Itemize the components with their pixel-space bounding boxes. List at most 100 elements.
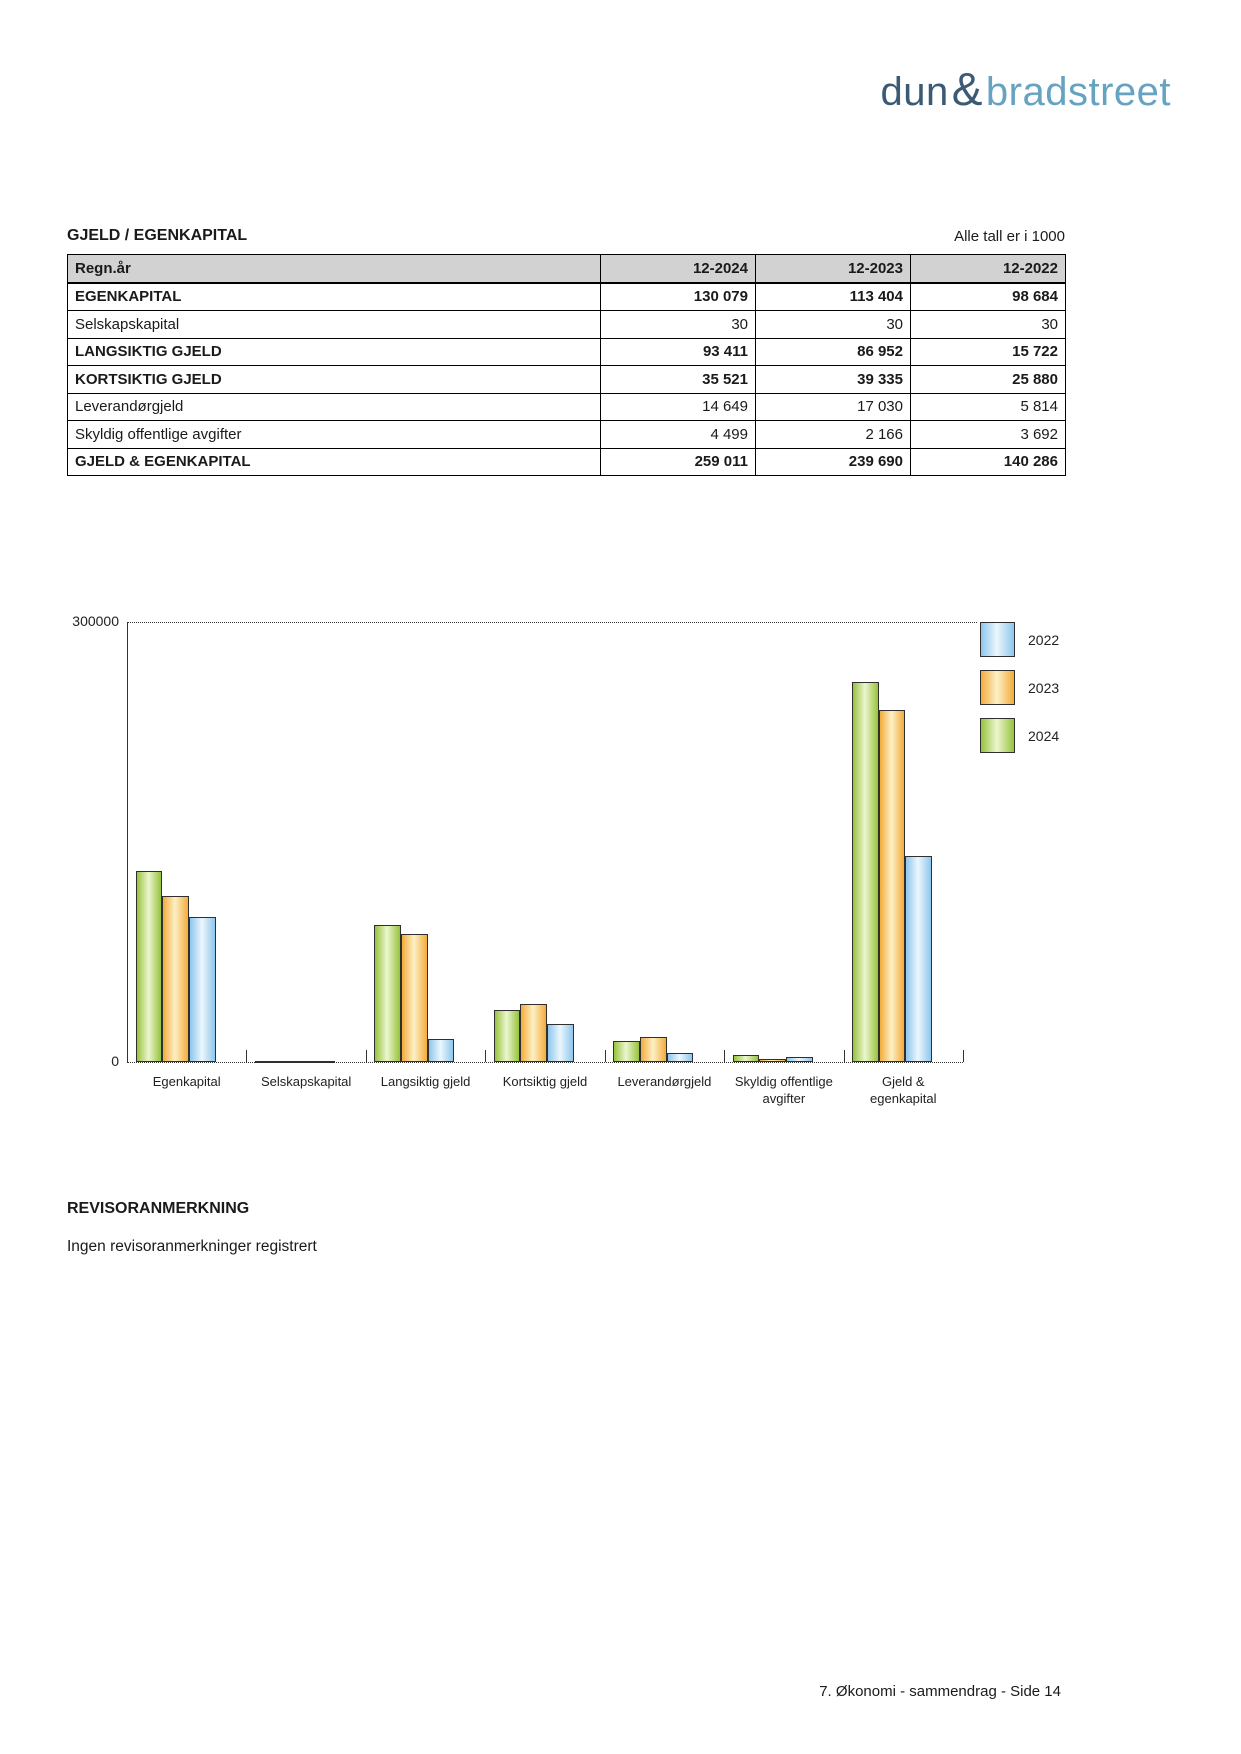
column-header: 12-2024 — [600, 254, 756, 284]
bar — [878, 710, 906, 1062]
bar — [188, 917, 216, 1062]
y-axis-label-zero: 0 — [111, 1053, 119, 1069]
row-label: KORTSIKTIG GJELD — [67, 365, 601, 394]
bar-chart: 300000 0 Egenkapital Selskapskapital Langs… — [0, 556, 1241, 1156]
cell-value: 30 — [600, 310, 756, 339]
bradstreet-text: bradstreet — [985, 70, 1171, 114]
legend-swatch — [980, 670, 1015, 705]
cell-value: 17 030 — [755, 392, 911, 421]
bar — [254, 1060, 282, 1063]
cell-value: 30 — [755, 310, 911, 339]
legend-swatch — [980, 622, 1015, 657]
cell-value: 30 — [910, 310, 1066, 339]
revisor-body: Ingen revisoranmerkninger registrert — [67, 1238, 317, 1255]
logo: dun & bradstreet — [880, 66, 1171, 115]
cell-value: 130 079 — [600, 282, 756, 311]
axis-tick — [843, 1050, 845, 1062]
x-axis-label: Leverandørgjeld — [617, 1074, 712, 1089]
cell-value: 4 499 — [600, 420, 756, 449]
cell-value: 15 722 — [910, 337, 1066, 366]
legend-label: 2023 — [1028, 679, 1060, 696]
cell-value: 259 011 — [600, 447, 756, 476]
bar — [427, 1038, 455, 1062]
row-label: GJELD & EGENKAPITAL — [67, 447, 601, 476]
row-label: Skyldig offentlige avgifter — [67, 420, 601, 449]
bar — [786, 1056, 813, 1062]
page-footer: 7. Økonomi - sammendrag - Side 14 — [819, 1683, 1061, 1700]
financial-table: Regn.år 12-2024 12-2023 12-2022 EGENKAPI… — [67, 254, 1066, 476]
axis-tick — [485, 1050, 487, 1062]
table-row: Skyldig offentlige avgifter 4 499 2 166 3 6… — [67, 420, 1066, 449]
x-axis-line — [127, 1062, 963, 1063]
x-axis-label: Skyldig offentlige avgifter — [734, 1074, 833, 1106]
bar — [493, 1009, 521, 1062]
row-label: Selskapskapital — [67, 310, 601, 339]
bar — [639, 1037, 667, 1062]
cell-value: 140 286 — [910, 447, 1066, 476]
row-label: LANGSIKTIG GJELD — [67, 337, 601, 366]
bar — [520, 1004, 548, 1062]
legend-label: 2024 — [1028, 727, 1060, 744]
unit-note: Alle tall er i 1000 — [954, 228, 1065, 245]
cell-value: 5 814 — [910, 392, 1066, 421]
bar — [905, 856, 933, 1062]
cell-value: 3 692 — [910, 420, 1066, 449]
column-header: 12-2022 — [910, 254, 1066, 284]
table-row: GJELD & EGENKAPITAL 259 011 239 690 140 286 — [67, 447, 1066, 476]
bar — [852, 682, 879, 1062]
cell-value: 14 649 — [600, 392, 756, 421]
table-row: Leverandørgjeld 14 649 17 030 5 814 — [67, 392, 1066, 421]
bar — [401, 934, 428, 1062]
y-axis-label-max: 300000 — [72, 613, 119, 629]
cell-value: 86 952 — [755, 337, 911, 366]
dun-text: dun — [880, 70, 949, 114]
cell-value: 239 690 — [755, 447, 911, 476]
table-row: LANGSIKTIG GJELD 93 411 86 952 15 722 — [67, 337, 1066, 366]
legend-label: 2022 — [1028, 631, 1060, 648]
axis-tick — [365, 1050, 367, 1062]
row-label: Leverandørgjeld — [67, 392, 601, 421]
x-axis-label: Kortsiktig gjeld — [502, 1074, 588, 1089]
bar — [759, 1058, 787, 1062]
x-axis-label: Egenkapital — [152, 1074, 221, 1089]
bar — [732, 1055, 760, 1062]
financial-table-body: EGENKAPITAL 130 079 113 404 98 684 Selskapsk… — [67, 282, 1066, 476]
table-row: Selskapskapital 30 30 30 — [67, 310, 1066, 339]
row-label: EGENKAPITAL — [67, 282, 601, 311]
bar — [135, 871, 163, 1062]
cell-value: 2 166 — [755, 420, 911, 449]
bar — [281, 1060, 309, 1063]
axis-tick — [963, 1050, 964, 1062]
section-title-row: GJELD / EGENKAPITAL Alle tall er i 1000 — [67, 227, 1065, 245]
axis-tick — [604, 1050, 606, 1062]
cell-value: 98 684 — [910, 282, 1066, 311]
cell-value: 93 411 — [600, 337, 756, 366]
x-axis-label: Langsiktig gjeld — [380, 1074, 471, 1089]
bar — [162, 895, 189, 1062]
bar — [547, 1024, 574, 1062]
axis-tick — [246, 1050, 248, 1062]
cell-value: 39 335 — [755, 365, 911, 394]
y-axis-line — [127, 622, 128, 1062]
section-title: GJELD / EGENKAPITAL — [67, 227, 248, 244]
column-header: 12-2023 — [755, 254, 911, 284]
bar — [613, 1040, 640, 1062]
bar — [666, 1053, 694, 1062]
revisor-heading: REVISORANMERKNING — [67, 1200, 250, 1217]
bar — [374, 924, 402, 1062]
axis-tick — [724, 1050, 726, 1062]
x-axis-label: Gjeld & egenkapital — [870, 1074, 937, 1106]
x-axis-label: Selskapskapital — [260, 1074, 352, 1089]
grid-line — [127, 622, 977, 623]
ampersand-icon: & — [951, 63, 983, 115]
table-row: KORTSIKTIG GJELD 35 521 39 335 25 880 — [67, 365, 1066, 394]
table-row: EGENKAPITAL 130 079 113 404 98 684 — [67, 282, 1066, 311]
cell-value: 113 404 — [755, 282, 911, 311]
bar — [308, 1060, 336, 1063]
table-header-row: Regn.år 12-2024 12-2023 12-2022 — [67, 254, 1066, 284]
column-header: Regn.år — [67, 254, 601, 284]
cell-value: 25 880 — [910, 365, 1066, 394]
legend-swatch — [980, 718, 1015, 753]
cell-value: 35 521 — [600, 365, 756, 394]
